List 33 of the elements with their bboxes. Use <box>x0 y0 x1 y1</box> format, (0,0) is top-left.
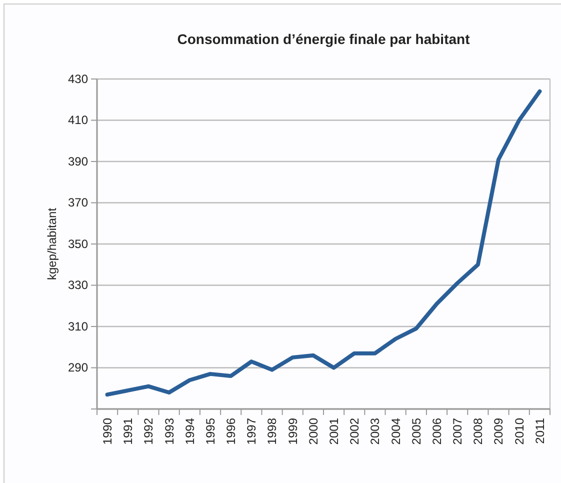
x-tick-label: 1997 <box>244 418 259 445</box>
x-tick-label: 1995 <box>203 418 218 445</box>
y-tick-label: 310 <box>68 319 88 334</box>
x-tick-label: 1990 <box>100 418 114 445</box>
x-tick-label: 2003 <box>368 418 382 445</box>
x-tick-label: 1999 <box>286 418 300 445</box>
x-tick-label: 2005 <box>409 418 424 445</box>
y-tick-label: 390 <box>68 154 88 168</box>
y-tick-label: 410 <box>68 113 88 128</box>
x-tick-label: 2006 <box>430 418 444 445</box>
x-tick-label: 2001 <box>326 418 341 445</box>
x-tick-label: 1994 <box>182 418 197 445</box>
y-tick-label: 350 <box>68 236 88 251</box>
x-tick-label: 2002 <box>348 418 362 445</box>
x-tick-label: 2008 <box>471 418 486 445</box>
chart-title: Consommation d’énergie finale par habitant <box>177 31 470 47</box>
x-tick-label: 1992 <box>142 418 156 445</box>
x-tick-label: 1996 <box>224 418 238 445</box>
x-tick-label: 2007 <box>450 418 465 445</box>
y-tick-label: 330 <box>68 278 88 292</box>
x-tick-label: 2011 <box>532 418 547 444</box>
x-tick-label: 2004 <box>388 418 403 445</box>
y-axis-title: kgep/habitant <box>45 207 59 280</box>
x-tick-label: 1993 <box>162 418 176 445</box>
y-tick-label: 430 <box>68 72 88 86</box>
x-tick-label: 1991 <box>121 418 136 445</box>
line-series <box>105 89 542 397</box>
x-tick-label: 2009 <box>492 418 506 445</box>
y-tick-label: 290 <box>68 360 88 375</box>
x-tick-label: 2010 <box>512 418 526 445</box>
x-tick-label: 1998 <box>265 418 280 445</box>
x-tick-label: 2000 <box>306 418 320 445</box>
y-tick-label: 370 <box>68 196 88 210</box>
